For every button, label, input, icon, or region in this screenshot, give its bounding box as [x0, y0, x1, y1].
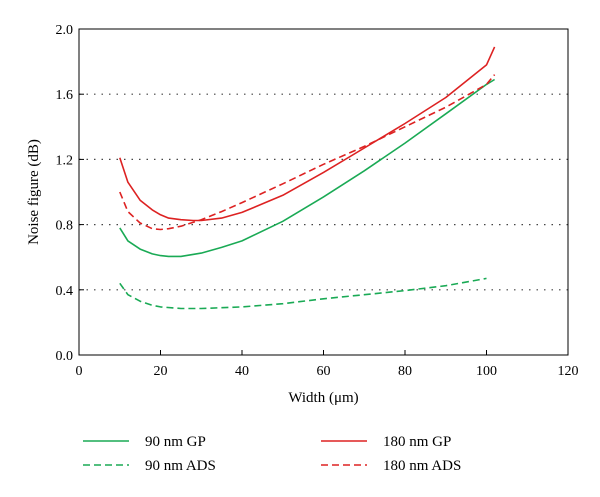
- y-axis-label: Noise figure (dB): [26, 139, 42, 245]
- axis-ticks: 0.0 0.4 0.8 1.2 1.6 2.0 0 20 40 60 80 100 120: [56, 23, 579, 379]
- x-tick-label: 120: [558, 364, 579, 379]
- legend-label-180-nm-gp: 180 nm GP: [383, 434, 451, 450]
- x-tick-label: 100: [476, 364, 497, 379]
- series-line-90-nm-gp: [119, 78, 496, 258]
- x-tick-label: 60: [317, 364, 331, 379]
- x-tick-label: 40: [235, 364, 249, 379]
- y-tick-label: 0.4: [56, 284, 74, 299]
- y-tick-label: 1.2: [56, 153, 74, 168]
- series-line-180-nm-ads: [119, 74, 496, 231]
- y-tick-label: 2.0: [56, 23, 74, 38]
- legend-label-90-nm-gp: 90 nm GP: [145, 434, 206, 450]
- series-line-90-nm-ads: [119, 277, 487, 310]
- series-lines: [119, 46, 496, 310]
- legend-label-180-nm-ads: 180 nm ADS: [383, 458, 461, 474]
- y-tick-label: 0.8: [56, 219, 74, 234]
- x-axis-label: Width (μm): [288, 390, 358, 406]
- series-line-180-nm-gp: [119, 46, 496, 222]
- legend-label-90-nm-ads: 90 nm ADS: [145, 458, 216, 474]
- plot-frame: [78, 28, 569, 356]
- x-tick-label: 0: [76, 364, 83, 379]
- grid-lines: [79, 93, 568, 291]
- y-tick-label: 1.6: [56, 88, 74, 103]
- x-tick-label: 80: [398, 364, 412, 379]
- x-tick-label: 20: [154, 364, 168, 379]
- y-tick-label: 0.0: [56, 349, 74, 364]
- legend: 90 nm GP 90 nm ADS 180 nm GP 180 nm ADS: [83, 434, 461, 474]
